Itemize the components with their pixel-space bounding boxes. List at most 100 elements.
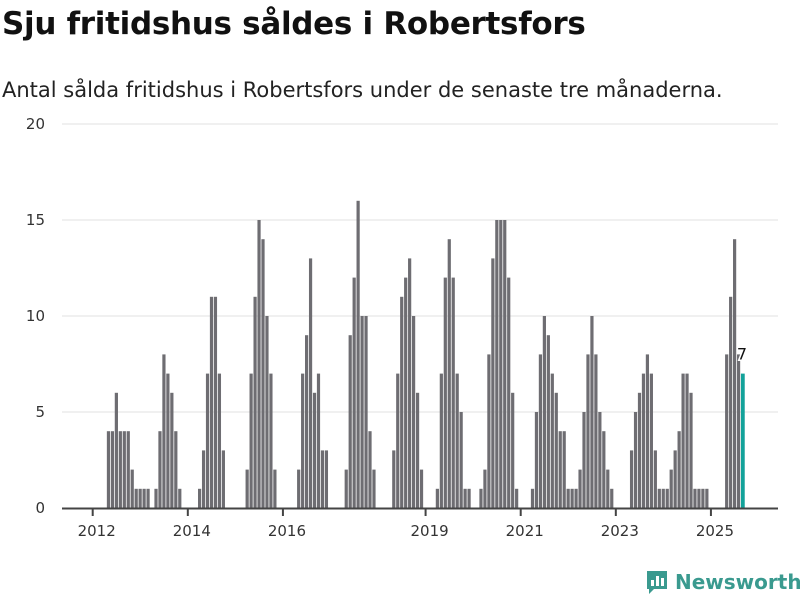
y-tick-label: 15 [26, 211, 45, 229]
bar [669, 469, 673, 508]
bar [257, 220, 261, 508]
bar [308, 258, 313, 508]
bar [217, 373, 222, 508]
bar [455, 373, 459, 508]
bar [126, 431, 130, 508]
bar [122, 431, 126, 508]
bar [629, 450, 634, 508]
bar [530, 488, 535, 508]
bar [689, 392, 693, 508]
bar [661, 488, 665, 508]
bar [404, 277, 408, 508]
bar [415, 392, 420, 508]
bar [550, 373, 554, 508]
bar [554, 392, 558, 508]
bar [483, 469, 487, 508]
bar [507, 277, 511, 508]
bar [641, 373, 646, 508]
axis-labels: 0 5 10 15 20 2012 2014 2016 2019 2021 2023 2025 7 [26, 115, 749, 540]
x-tick-label: 2021 [506, 522, 544, 540]
bar [360, 316, 364, 508]
bar [348, 335, 352, 508]
gridlines [62, 123, 778, 413]
bar [324, 450, 329, 508]
bar [221, 450, 225, 508]
bar [586, 354, 590, 508]
bar [213, 296, 218, 508]
bar [665, 488, 669, 508]
bar [118, 431, 122, 508]
bar [106, 431, 111, 508]
y-tick-label: 0 [35, 499, 45, 517]
bar [443, 277, 447, 508]
bar [633, 412, 638, 508]
bar [138, 488, 142, 508]
bar [542, 316, 546, 508]
bar [590, 316, 594, 508]
bar [368, 431, 372, 508]
x-axis [62, 507, 778, 516]
x-tick-label: 2016 [268, 522, 306, 540]
bar [166, 373, 170, 508]
bar [594, 354, 598, 508]
bar [459, 412, 463, 508]
bar [110, 431, 115, 508]
bar [435, 488, 439, 508]
bar [320, 450, 325, 508]
x-tick-label: 2019 [410, 522, 448, 540]
bar [685, 373, 689, 508]
bar [733, 239, 737, 508]
bar [253, 296, 257, 508]
bar [570, 488, 574, 508]
bar [146, 488, 150, 508]
bar [408, 258, 412, 508]
bar-highlighted [740, 373, 745, 508]
bars [106, 200, 745, 509]
bar [134, 488, 138, 508]
bar [316, 373, 321, 508]
bar [657, 488, 661, 508]
bar [697, 488, 701, 508]
bar [693, 488, 697, 508]
bar [158, 431, 162, 508]
bar [673, 450, 677, 508]
bar [312, 392, 317, 508]
bar [249, 373, 253, 508]
bar [265, 316, 269, 508]
bar [419, 469, 424, 508]
bar [467, 488, 471, 508]
bar [491, 258, 495, 508]
bar [297, 469, 301, 508]
bar [142, 488, 146, 508]
bar [174, 431, 178, 508]
bar [114, 392, 118, 508]
bar [269, 373, 273, 508]
bar [178, 488, 182, 508]
bar [273, 469, 277, 508]
bar [566, 488, 570, 508]
bar [653, 450, 657, 508]
y-tick-label: 10 [26, 307, 45, 325]
bar [574, 488, 578, 508]
bar [736, 354, 741, 508]
bar [681, 373, 685, 508]
bar [439, 373, 443, 508]
newsworthy-logo-icon [647, 571, 667, 594]
bar [364, 316, 368, 508]
bar [602, 431, 606, 508]
bar [154, 488, 158, 508]
bar [725, 354, 729, 508]
bar [162, 354, 166, 508]
bar [400, 296, 404, 508]
newsworthy-logo: Newsworthy [645, 569, 800, 595]
y-tick-label: 20 [26, 115, 45, 133]
bar [534, 412, 539, 508]
bar [598, 412, 602, 508]
bar [170, 392, 174, 508]
bar [562, 431, 566, 508]
bar [649, 373, 653, 508]
chart-subtitle: Antal sålda fritidshus i Robertsfors und… [2, 78, 723, 102]
bar [610, 488, 614, 508]
bar [463, 488, 467, 508]
